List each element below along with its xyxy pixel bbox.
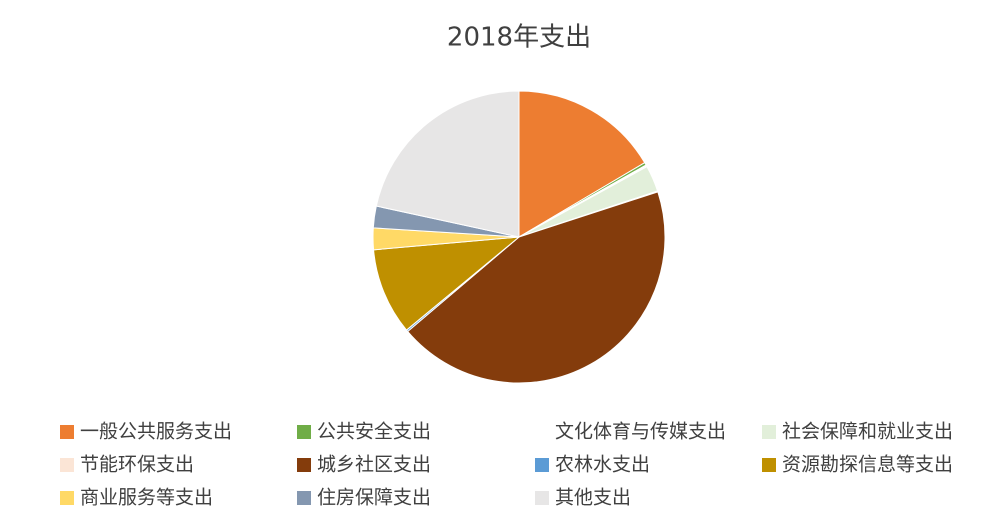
legend-marker: [762, 425, 776, 439]
legend-label: 文化体育与传媒支出: [555, 421, 726, 443]
legend-marker: [297, 425, 311, 439]
pie-slice: [375, 90, 520, 238]
legend-marker: [60, 458, 74, 472]
legend-label: 农林水支出: [555, 454, 650, 476]
legend-label: 商业服务等支出: [80, 487, 213, 509]
legend-marker: [535, 425, 549, 439]
legend-marker: [297, 491, 311, 505]
legend-marker: [762, 458, 776, 472]
legend-label: 住房保障支出: [317, 487, 431, 509]
legend-label: 其他支出: [555, 487, 631, 509]
legend-marker: [535, 458, 549, 472]
legend-label: 城乡社区支出: [317, 454, 431, 476]
chart-title: 2018年支出: [447, 23, 591, 53]
legend-marker: [297, 458, 311, 472]
legend-label: 社会保障和就业支出: [782, 421, 953, 443]
pie-slice: [406, 191, 666, 384]
legend-label: 一般公共服务支出: [80, 421, 232, 443]
legend-marker: [60, 425, 74, 439]
legend-label: 公共安全支出: [317, 421, 431, 443]
legend-label: 节能环保支出: [80, 454, 194, 476]
legend-marker: [60, 491, 74, 505]
pie-slice: [518, 90, 646, 238]
legend-marker: [535, 491, 549, 505]
pie-slice: [373, 236, 521, 331]
legend-label: 资源勘探信息等支出: [782, 454, 953, 476]
